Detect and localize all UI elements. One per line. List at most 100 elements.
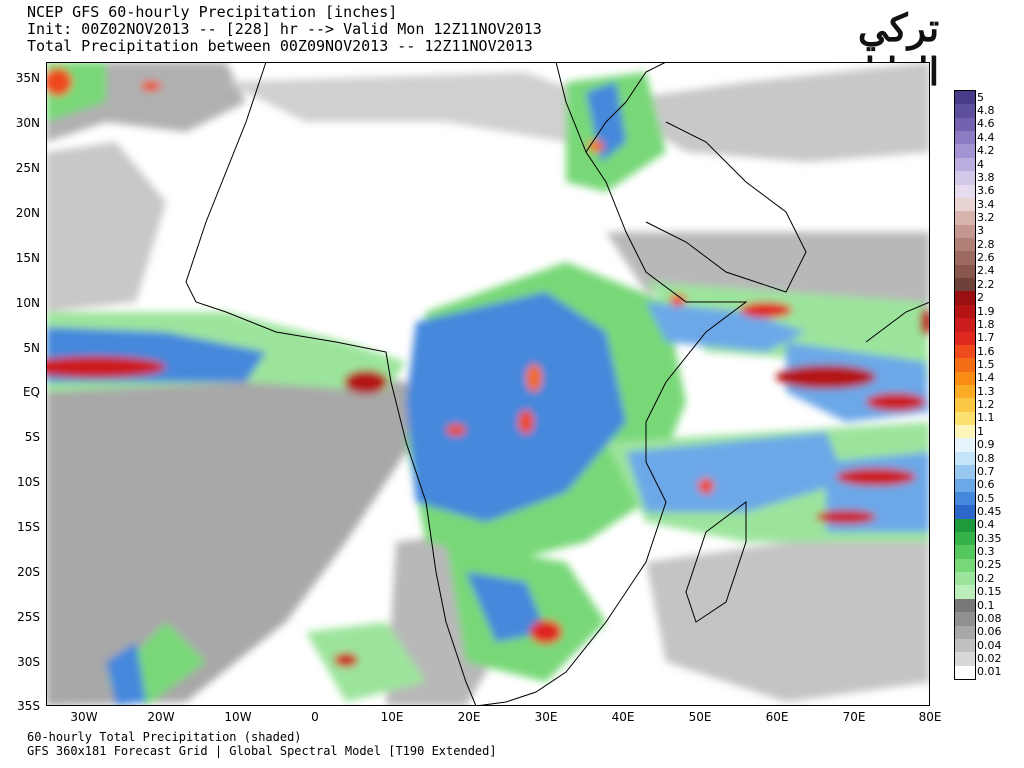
colorbar-label: 4 bbox=[977, 157, 984, 171]
colorbar-label: 0.8 bbox=[977, 451, 995, 465]
colorbar-label: 0.3 bbox=[977, 545, 995, 559]
colorbar-label: 0.08 bbox=[977, 611, 1002, 625]
colorbar-swatch bbox=[955, 612, 975, 627]
lat-label: 25S bbox=[17, 610, 40, 624]
colorbar-label: 0.06 bbox=[977, 625, 1002, 639]
lon-label: 50E bbox=[688, 710, 712, 724]
colorbar-swatch bbox=[955, 278, 975, 292]
colorbar-label: 0.2 bbox=[977, 571, 995, 585]
colorbar-swatch bbox=[955, 318, 975, 333]
coastlines bbox=[185, 62, 930, 706]
colorbar-swatch bbox=[955, 131, 975, 145]
colorbar-swatch bbox=[955, 211, 975, 226]
lat-label: 15N bbox=[15, 251, 40, 265]
colorbar-label: 1.4 bbox=[977, 371, 995, 385]
colorbar-label: 0.9 bbox=[977, 438, 995, 452]
colorbar-swatch bbox=[955, 518, 975, 533]
footer-shaded-label: 60-hourly Total Precipitation (shaded) bbox=[27, 730, 302, 744]
colorbar-swatch bbox=[955, 545, 975, 560]
map-border bbox=[46, 62, 930, 706]
colorbar-swatch bbox=[955, 104, 975, 119]
lon-label: 30E bbox=[534, 710, 558, 724]
lon-label: 20W bbox=[147, 710, 175, 724]
colorbar-label: 4.4 bbox=[977, 130, 995, 144]
precip-shading bbox=[46, 62, 930, 706]
colorbar-swatch bbox=[955, 665, 975, 680]
lat-label: 35S bbox=[17, 699, 40, 713]
lat-label: 30N bbox=[15, 116, 40, 130]
colorbar-label: 2.8 bbox=[977, 237, 995, 251]
colorbar-swatch bbox=[955, 91, 975, 105]
colorbar-label: 2.4 bbox=[977, 264, 995, 278]
colorbar-swatch bbox=[955, 438, 975, 453]
colorbar-swatch bbox=[955, 371, 975, 386]
colorbar-swatch bbox=[955, 197, 975, 212]
lat-label: 25N bbox=[15, 161, 40, 175]
colorbar-swatch bbox=[955, 558, 975, 573]
colorbar-label: 4.6 bbox=[977, 117, 995, 131]
colorbar-swatch bbox=[955, 505, 975, 520]
colorbar-label: 1 bbox=[977, 424, 984, 438]
lon-label: 0 bbox=[311, 710, 319, 724]
colorbar-label: 0.04 bbox=[977, 638, 1002, 652]
colorbar-label: 5 bbox=[977, 90, 984, 104]
colorbar-swatch bbox=[955, 304, 975, 319]
colorbar-label: 4.2 bbox=[977, 144, 995, 158]
colorbar-swatch bbox=[955, 598, 975, 613]
colorbar-swatch bbox=[955, 331, 975, 346]
colorbar-swatch bbox=[955, 478, 975, 493]
lat-label: 10S bbox=[17, 475, 40, 489]
colorbar-label: 1.8 bbox=[977, 317, 995, 331]
colorbar-swatch bbox=[955, 171, 975, 186]
init-valid-line: Init: 00Z02NOV2013 -- [228] hr --> Valid… bbox=[27, 20, 542, 38]
colorbar-label: 3.2 bbox=[977, 210, 995, 224]
colorbar-label: 1.5 bbox=[977, 357, 995, 371]
colorbar-swatch bbox=[955, 264, 975, 279]
lat-label: 35N bbox=[15, 71, 40, 85]
lat-label: 15S bbox=[17, 520, 40, 534]
lat-label: 20S bbox=[17, 565, 40, 579]
lat-label: EQ bbox=[22, 385, 40, 399]
colorbar-swatch bbox=[955, 224, 975, 239]
chart-title: NCEP GFS 60-hourly Precipitation [inches… bbox=[27, 3, 398, 21]
colorbar-label: 0.01 bbox=[977, 665, 1002, 679]
colorbar-label: 0.35 bbox=[977, 531, 1002, 545]
lat-label: 10N bbox=[15, 296, 40, 310]
lon-label: 80E bbox=[918, 710, 942, 724]
lat-label: 5N bbox=[23, 341, 40, 355]
colorbar-swatch bbox=[955, 625, 975, 640]
colorbar-swatch bbox=[955, 157, 975, 172]
colorbar-label: 1.1 bbox=[977, 411, 995, 425]
colorbar-label: 1.6 bbox=[977, 344, 995, 358]
lon-label: 70E bbox=[842, 710, 866, 724]
colorbar-legend bbox=[954, 90, 976, 680]
colorbar-swatch bbox=[955, 491, 975, 506]
colorbar-label: 3.4 bbox=[977, 197, 995, 211]
colorbar-label: 0.02 bbox=[977, 651, 1002, 665]
colorbar-label: 0.6 bbox=[977, 478, 995, 492]
colorbar-swatch bbox=[955, 585, 975, 600]
colorbar-swatch bbox=[955, 532, 975, 546]
colorbar-swatch bbox=[955, 411, 975, 426]
colorbar-label: 3.8 bbox=[977, 170, 995, 184]
colorbar-swatch bbox=[955, 652, 975, 667]
lon-label: 60E bbox=[765, 710, 789, 724]
lon-label: 10E bbox=[380, 710, 404, 724]
colorbar-label: 0.15 bbox=[977, 585, 1002, 599]
colorbar-swatch bbox=[955, 144, 975, 159]
colorbar-label: 0.5 bbox=[977, 491, 995, 505]
lon-label: 30W bbox=[70, 710, 98, 724]
colorbar-label: 1.3 bbox=[977, 384, 995, 398]
precipitation-map bbox=[46, 62, 930, 706]
colorbar-swatch bbox=[955, 344, 975, 359]
colorbar-swatch bbox=[955, 291, 975, 306]
colorbar-swatch bbox=[955, 425, 975, 439]
colorbar-label: 2.6 bbox=[977, 251, 995, 265]
lon-label: 40E bbox=[611, 710, 635, 724]
lat-label: 30S bbox=[17, 655, 40, 669]
colorbar-swatch bbox=[955, 385, 975, 399]
colorbar-swatch bbox=[955, 638, 975, 653]
colorbar-label: 1.9 bbox=[977, 304, 995, 318]
colorbar-swatch bbox=[955, 465, 975, 480]
watermark-line-1: تركي bbox=[857, 5, 940, 50]
